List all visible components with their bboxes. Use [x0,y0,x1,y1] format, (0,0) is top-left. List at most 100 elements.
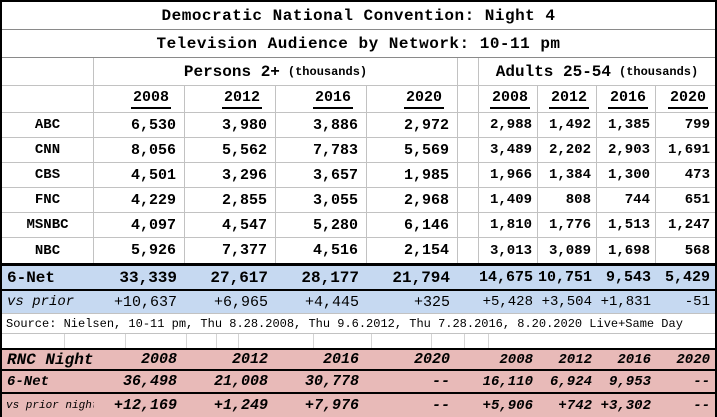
cell: 6,924 [549,373,592,390]
cell: 4,547 [185,213,276,237]
cell: +10,637 [113,293,177,311]
year-col: 2016 [276,86,367,112]
cell: +1,831 [600,294,651,310]
cell: 9,543 [605,269,651,286]
cell: 3,013 [479,238,538,263]
cell: -- [431,373,450,390]
network-label: CBS [2,163,94,187]
year-col: 2020 [367,86,458,112]
cell: +3,504 [541,294,592,310]
corner-cell [2,58,94,85]
network-label: FNC [2,188,94,212]
cell: +5,428 [482,294,533,310]
cell: 36,498 [122,373,177,390]
rnc-year-col: 2008 [499,351,533,368]
cell: 5,280 [276,213,367,237]
spacer-cell [458,291,479,313]
rnc-year-col: 2016 [322,351,359,368]
year-col: 2008 [479,86,538,112]
rnc-header-row: RNC Night 2008 2012 2016 2020 2008 2012 … [2,348,715,371]
group-adults2554: Adults 25-54 (thousands) [495,62,699,81]
cell: -51 [684,294,710,310]
group-persons2: Persons 2+ (thousands) [94,58,458,85]
cell: +742 [558,397,592,414]
group-header-row: Persons 2+ (thousands) Adults 25-54 (tho… [2,58,715,86]
cell: 3,657 [276,163,367,187]
cell: +4,445 [304,293,359,311]
cell: 1,513 [597,213,656,237]
cell: 5,926 [94,238,185,263]
unit-label: (thousands) [619,64,699,79]
spacer-cell [458,350,479,369]
cell: 21,008 [213,373,268,390]
year-col: 2008 [94,86,185,112]
cell: +1,249 [213,397,268,414]
year-header-row: 2008 2012 2016 2020 2008 2012 2016 2020 [2,86,715,113]
cell: 30,778 [304,373,359,390]
cell: 6,146 [367,213,458,237]
cell: 2,988 [479,113,538,137]
network-label: ABC [2,113,94,137]
year-col: 2012 [185,86,276,112]
cell: 1,385 [597,113,656,137]
year-col: 2016 [597,86,656,112]
vs-prior-row: vs prior +10,637 +6,965 +4,445 +325 +5,4… [2,291,715,314]
cell: +12,169 [113,397,177,414]
cell: 7,377 [185,238,276,263]
spacer-cell [458,163,479,187]
cell: 2,903 [597,138,656,162]
rnc-vs-prior-label: vs prior night [6,399,94,412]
cell: -- [693,397,710,414]
cell: 2,968 [367,188,458,212]
cell: 1,966 [479,163,538,187]
spacer-cell [458,371,479,392]
cell: 6,530 [94,113,185,137]
spacer-cell [458,213,479,237]
cell: 27,617 [210,268,268,287]
cell: 1,492 [538,113,597,137]
rnc-year-col: 2020 [676,351,710,368]
cell: 473 [684,167,710,183]
cell: 2,855 [185,188,276,212]
cell: 1,409 [479,188,538,212]
cell: 1,776 [538,213,597,237]
rnc-year-col: 2020 [413,351,450,368]
cell: 28,177 [301,268,359,287]
table-row-cnn: CNN 8,056 5,562 7,783 5,569 3,489 2,202 … [2,138,715,163]
cell: 2,202 [538,138,597,162]
cell: +3,302 [600,397,651,414]
cell: 3,089 [538,238,597,263]
source-note: Source: Nielsen, 10-11 pm, Thu 8.28.2008… [2,314,715,334]
rnc-totals-label: 6-Net [7,373,50,390]
cell: 1,698 [597,238,656,263]
cell: +5,906 [482,397,533,414]
table-row-nbc: NBC 5,926 7,377 4,516 2,154 3,013 3,089 … [2,238,715,263]
cell: 1,384 [538,163,597,187]
cell: 21,794 [392,268,450,287]
page-title: Democratic National Convention: Night 4 [2,2,715,30]
cell: 8,056 [94,138,185,162]
cell: +7,976 [304,397,359,414]
cell: 14,675 [479,269,533,286]
spacer-cell [458,138,479,162]
cell: 5,429 [664,269,710,286]
rnc-header-label: RNC Night [7,350,94,369]
cell: 744 [597,188,656,212]
rnc-vs-prior-row: vs prior night +12,169 +1,249 +7,976 -- … [2,394,715,417]
rnc-year-col: 2012 [558,351,592,368]
cell: 568 [684,242,710,259]
table-row-abc: ABC 6,530 3,980 3,886 2,972 2,988 1,492 … [2,113,715,138]
year-col: 2012 [538,86,597,112]
rnc-year-col: 2016 [617,351,651,368]
cell: 2,154 [367,238,458,263]
cell: 9,953 [608,373,651,390]
cell: 4,229 [94,188,185,212]
network-label: CNN [2,138,94,162]
cell: 10,751 [538,269,592,286]
cell: -- [693,373,710,390]
cell: 1,691 [667,142,710,158]
grid-divider-row [2,334,715,348]
cell: 3,886 [276,113,367,137]
cell: 5,569 [367,138,458,162]
